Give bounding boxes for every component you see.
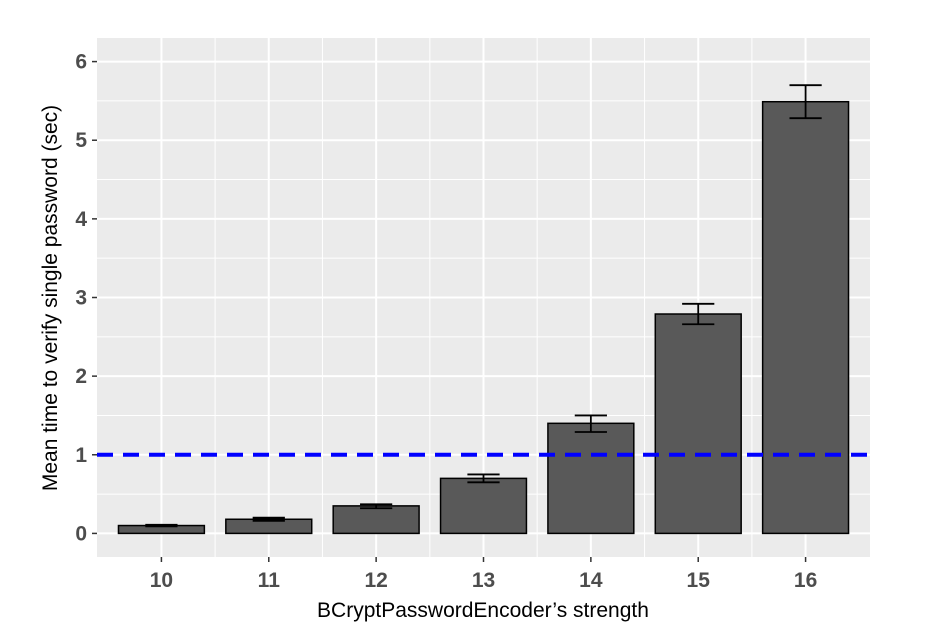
- x-tick-label: 14: [579, 569, 603, 592]
- bar-13: [439, 477, 528, 535]
- x-axis-ticks: 10 11 12 13 14 15 16: [150, 557, 817, 592]
- x-axis-title: BCryptPasswordEncoder’s strength: [317, 599, 649, 622]
- error-bars: [145, 84, 822, 528]
- y-tick-label: 6: [75, 51, 87, 74]
- y-axis-title: Mean time to verify single password (sec…: [39, 105, 62, 491]
- bar-12: [332, 505, 420, 535]
- y-tick-label: 1: [75, 444, 87, 467]
- y-tick-label: 0: [75, 522, 87, 545]
- x-tick-label: 12: [364, 569, 387, 592]
- x-tick-label: 13: [472, 569, 495, 592]
- y-axis-ticks: 0 1 2 3 4 5 6: [75, 51, 97, 545]
- bar-15: [654, 313, 742, 535]
- y-tick-label: 4: [75, 208, 87, 231]
- y-tick-label: 3: [75, 287, 87, 310]
- bar-14: [547, 422, 635, 535]
- x-tick-label: 16: [794, 569, 817, 592]
- x-tick-label: 15: [687, 569, 711, 592]
- bars: [117, 100, 850, 535]
- bar-16: [761, 100, 850, 535]
- y-tick-label: 5: [75, 129, 87, 152]
- x-tick-label: 11: [258, 569, 281, 592]
- x-tick-label: 10: [150, 569, 173, 592]
- y-tick-label: 2: [75, 365, 87, 388]
